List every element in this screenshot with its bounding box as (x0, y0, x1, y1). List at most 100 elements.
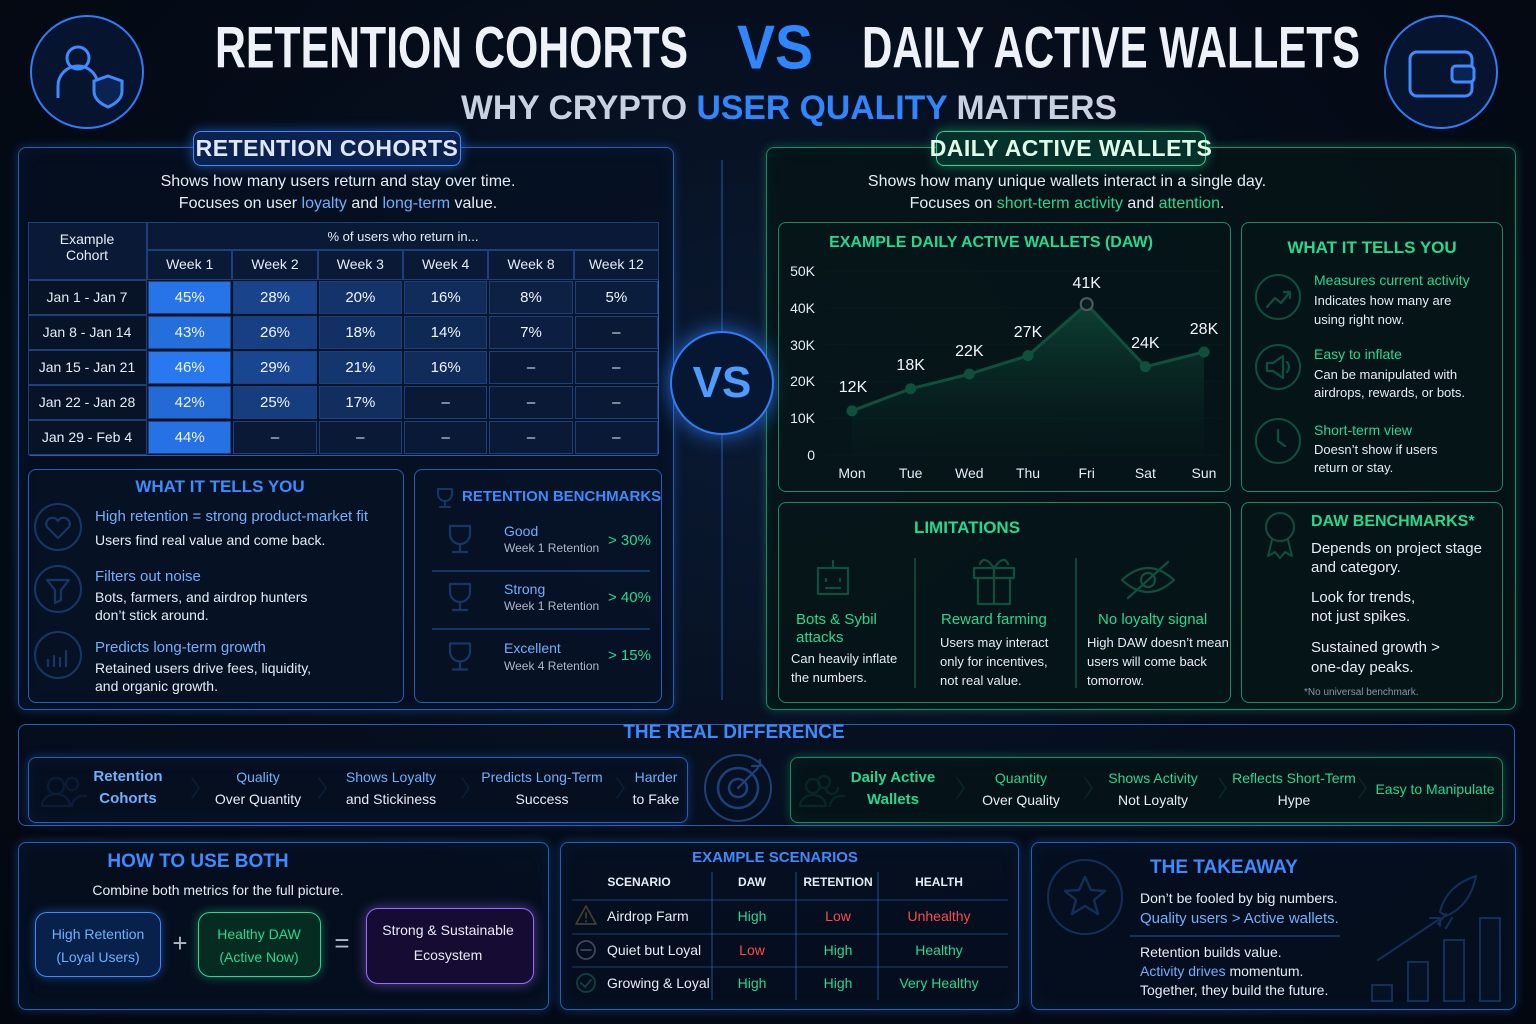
y-tick-label: 50K (790, 262, 815, 279)
x-tick-label: Sun (1191, 464, 1217, 481)
column-header: Week 8 (507, 255, 555, 272)
difference-item: Retention (93, 768, 163, 786)
limitation-title: Reward farming (941, 611, 1047, 629)
x-tick-label: Fri (1078, 464, 1095, 481)
icon-part (92, 74, 124, 109)
limitation-text: only for incentives, (940, 653, 1048, 669)
retention-cell (489, 386, 573, 419)
cell-value: 16% (430, 288, 461, 306)
value-label: 28K (1189, 320, 1219, 338)
cell-value: 45% (174, 288, 205, 306)
retention-cell (404, 316, 488, 349)
pill-text: High Retention (51, 925, 145, 942)
separator (432, 570, 650, 572)
column-header: SCENARIO (607, 875, 671, 890)
retention-cell (404, 386, 488, 419)
item-text: Retained users drive fees, liquidity, (95, 659, 312, 676)
x-tick-label: Tue (898, 464, 923, 481)
retention-cell (318, 316, 402, 349)
pill-text: (Active Now) (219, 948, 299, 965)
item-text: Indicates how many are (1314, 292, 1452, 308)
cell-value: 5% (605, 288, 628, 306)
retention-cell (233, 351, 317, 384)
corner-cell (28, 222, 147, 280)
cell-value: 46% (174, 358, 205, 376)
retention-cell (574, 316, 658, 349)
value-label: 12K (838, 379, 868, 397)
difference-item: Wallets (867, 791, 919, 809)
title-left: RETENTION COHORTS (215, 15, 688, 80)
cell-value: – (441, 393, 450, 411)
scenario-cell: Quiet but Loyal (607, 941, 702, 958)
cohort-label: Jan 8 - Jan 14 (42, 324, 132, 341)
value-label: 41K (1072, 274, 1101, 292)
result-text: Strong & Sustainable (382, 921, 514, 938)
vs-circle (670, 331, 774, 435)
y-tick-label: 0 (807, 446, 815, 463)
benchmark-text: Depends on project stage (1311, 540, 1482, 558)
cell-value: – (612, 323, 621, 341)
icon-part (65, 45, 91, 71)
limitation-text: Can heavily inflate (791, 650, 898, 666)
y-tick-label: 30K (790, 336, 815, 353)
section-title: RETENTION BENCHMARKS (462, 488, 662, 506)
text-part: value. (450, 194, 498, 212)
cell-value: 7% (520, 323, 542, 341)
item-text: using right now. (1314, 311, 1405, 327)
cohort-cell (28, 315, 147, 350)
item-text: Doesn’t show if users (1314, 441, 1438, 457)
separator (1130, 935, 1340, 937)
retention-cell (574, 421, 658, 454)
scenario-cell: Healthy (915, 941, 963, 958)
retention-cell (148, 351, 232, 384)
panel-label: DAILY ACTIVE WALLETS (929, 135, 1213, 162)
item-title: Measures current activity (1314, 271, 1470, 288)
retention-cell (233, 281, 317, 314)
difference-item: Over Quantity (214, 790, 302, 807)
text-part: short-term activity (996, 194, 1123, 212)
y-tick-label: 10K (790, 410, 815, 427)
difference-item: Harder (634, 768, 678, 785)
difference-item: Quantity (994, 769, 1048, 786)
cohort-cell (28, 280, 147, 315)
retention-cell (318, 351, 402, 384)
cohort-label: Jan 15 - Jan 21 (38, 359, 136, 376)
difference-item: to Fake (632, 790, 680, 807)
separator (572, 899, 1008, 901)
difference-item: Not Loyalty (1117, 791, 1189, 808)
retention-cell (233, 386, 317, 419)
column-header: Week 12 (588, 255, 644, 272)
retention-cell (574, 386, 658, 419)
retention-cell (574, 351, 658, 384)
column-header: HEALTH (915, 875, 963, 890)
cell-value: 26% (259, 323, 291, 341)
retention-cell (318, 386, 402, 419)
y-tick-label: 40K (790, 299, 815, 316)
takeaway-text: Quality users > Active wallets. (1140, 910, 1339, 928)
title-right: DAILY ACTIVE WALLETS (862, 15, 1360, 80)
benchmark-metric: Week 4 Retention (504, 659, 600, 674)
cell-value: 8% (520, 288, 542, 306)
item-title: Filters out noise (95, 568, 201, 586)
scenario-cell: High (737, 907, 767, 924)
item-text: don’t stick around. (95, 606, 209, 623)
panel-label: RETENTION COHORTS (195, 135, 459, 162)
takeaway-text: Don’t be fooled by big numbers. (1140, 889, 1338, 906)
limitation-text: High DAW doesn’t mean (1087, 634, 1229, 650)
result-text: Ecosystem (413, 946, 483, 963)
cell-value: – (526, 393, 536, 411)
column-header-cell (403, 250, 489, 280)
cohort-label: Jan 1 - Jan 7 (46, 289, 128, 306)
benchmark-text: one-day peaks. (1311, 659, 1414, 677)
description: Combine both metrics for the full pictur… (92, 881, 344, 898)
cell-value: – (526, 358, 536, 376)
subtitle-part: WHY CRYPTO (461, 89, 697, 127)
retention-cell (318, 421, 402, 454)
cell-value: 25% (259, 393, 291, 411)
section-title: DAW BENCHMARKS* (1311, 512, 1475, 530)
column-header-cell (573, 250, 659, 280)
benchmark-text: and category. (1311, 559, 1401, 577)
difference-item: Quality (236, 768, 280, 785)
item-text: airdrops, rewards, or bots. (1314, 384, 1466, 400)
section-title: WHAT IT TELLS YOU (135, 476, 305, 496)
